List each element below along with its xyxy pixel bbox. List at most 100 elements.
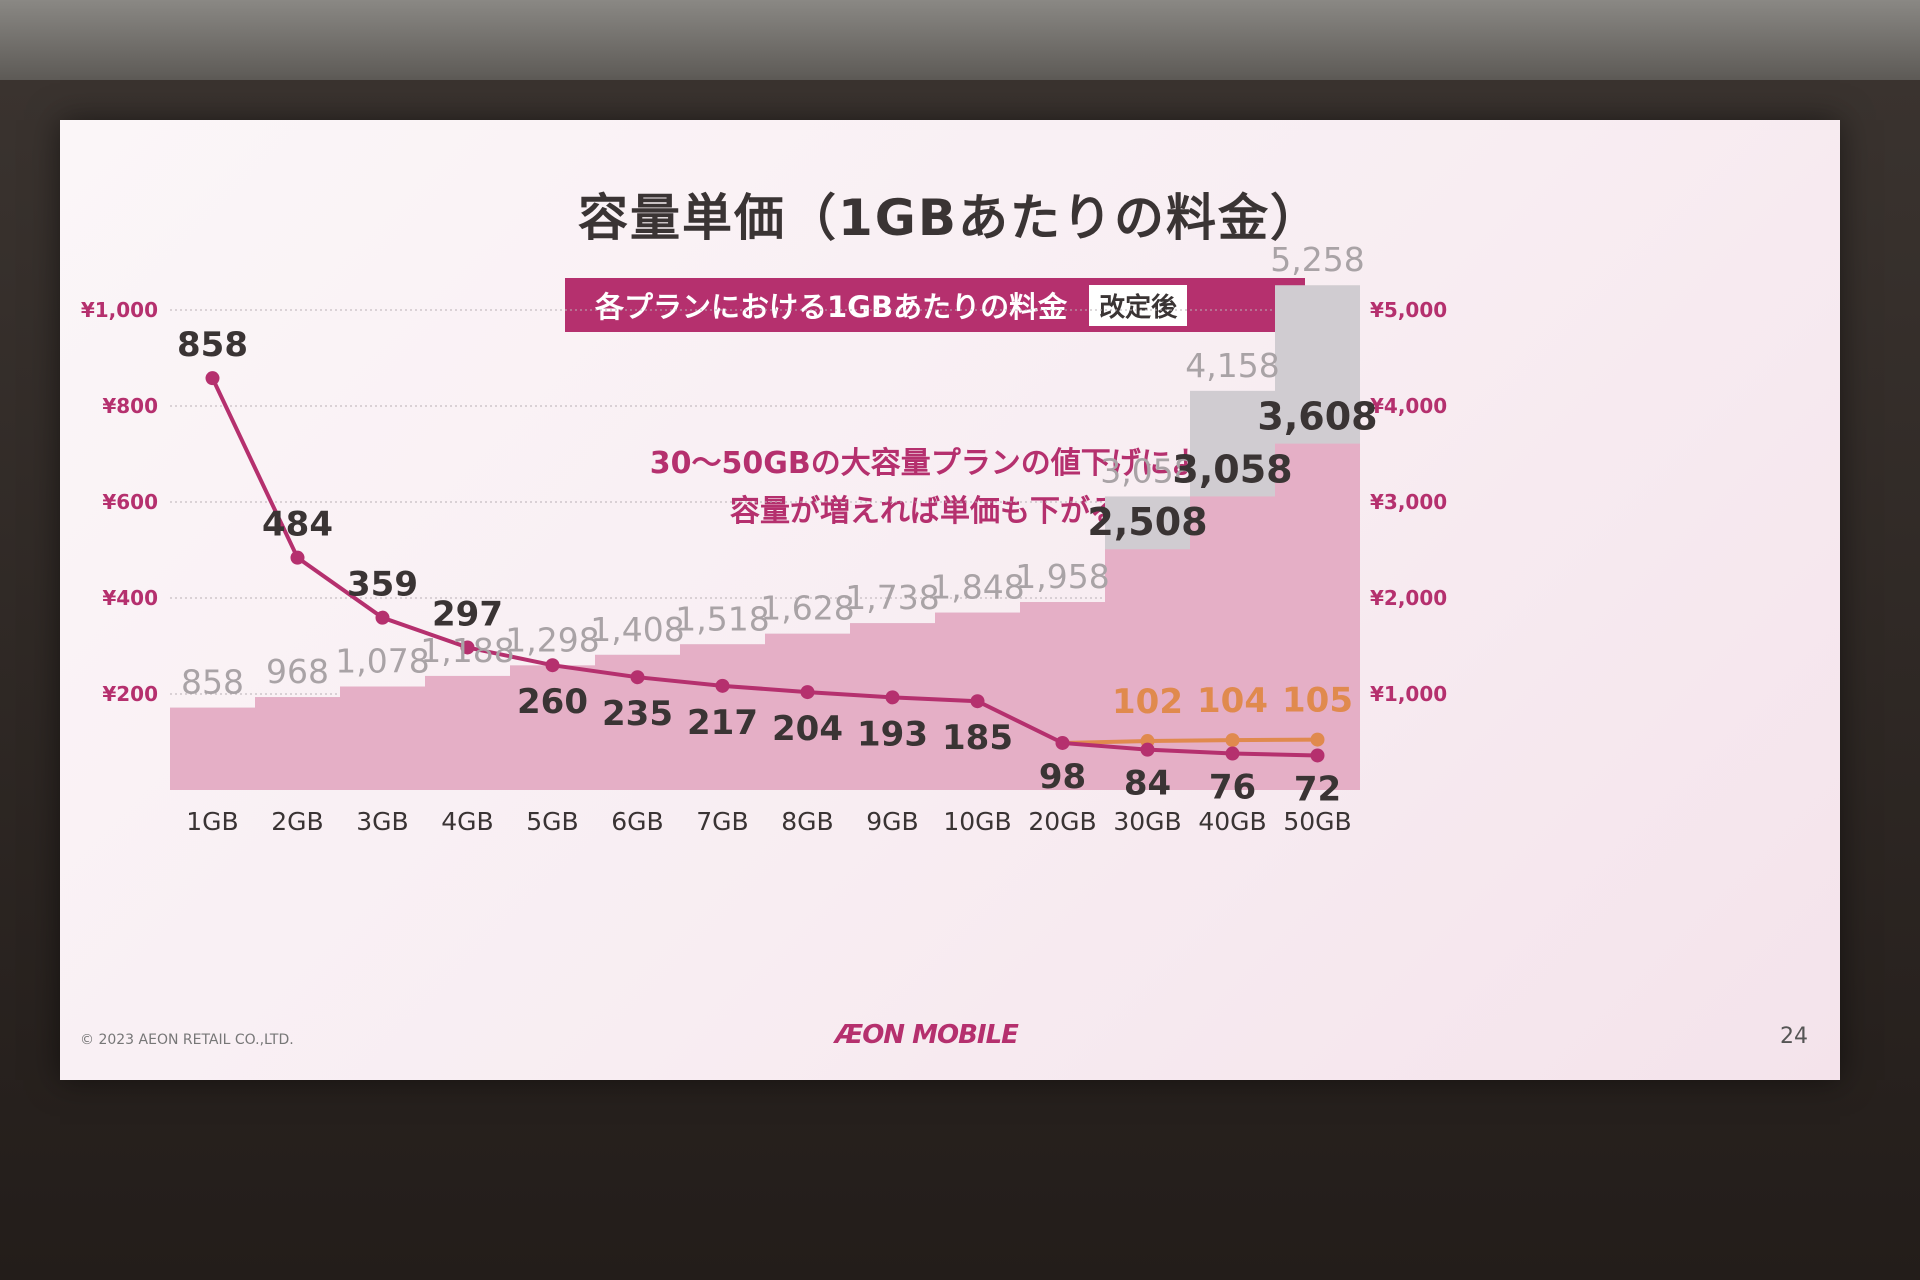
category-label: 20GB: [1028, 807, 1096, 836]
unit-price-label: 72: [1294, 769, 1341, 809]
left-axis-tick: ¥1,000: [81, 298, 158, 322]
unit-price-label: 84: [1124, 764, 1171, 804]
category-label: 9GB: [866, 807, 918, 836]
subtitle-text: 各プランにおける1GBあたりの料金: [595, 290, 1068, 324]
bar-label-before: 1,298: [505, 620, 599, 659]
bar-after: [680, 644, 765, 790]
bar-label-after: 3,608: [1257, 395, 1377, 439]
bar-after: [425, 675, 510, 790]
unit-price-point: [1225, 746, 1240, 761]
axis-layer: ¥200 ¥400 ¥600 ¥800 ¥1,000 ¥1,000 ¥2,000 ¥3,000…: [81, 298, 1447, 836]
bar-after: [1275, 443, 1360, 790]
bar-after: [255, 697, 340, 790]
new-price-label: 102: [1112, 682, 1183, 722]
bar-label-before: 3,058: [1100, 451, 1194, 490]
unit-price-point: [460, 640, 475, 655]
unit-price-line: [210, 377, 1318, 758]
bar-label-before: 1,848: [930, 568, 1024, 607]
new-price-point: [1225, 733, 1240, 748]
slide-title: 容量単価（1GBあたりの料金）: [578, 189, 1322, 247]
bar-label-before: 1,078: [335, 642, 429, 681]
ceiling: [0, 0, 1920, 80]
price-chart: ¥200 ¥400 ¥600 ¥800 ¥1,000 ¥1,000 ¥2,000 ¥3,000…: [81, 240, 1447, 836]
bar-label-before: 858: [181, 663, 244, 702]
category-label: 7GB: [696, 807, 748, 836]
bar-after: [765, 633, 850, 790]
category-label: 10GB: [943, 807, 1011, 836]
unit-price-point: [375, 610, 390, 625]
bar-label-before: 1,188: [420, 631, 514, 670]
subtitle-ribbon: 各プランにおける1GBあたりの料金 改定後: [565, 278, 1305, 332]
page-number: 24: [1780, 1024, 1808, 1049]
lines-layer: [205, 371, 1325, 763]
bar-label-before: 1,408: [590, 610, 684, 649]
unit-price-point: [545, 658, 560, 673]
unit-price-point: [970, 694, 985, 709]
bar-after: [170, 707, 255, 790]
copyright-text: © 2023 AEON RETAIL CO.,LTD.: [80, 1032, 294, 1048]
category-label: 1GB: [186, 807, 238, 836]
right-axis-tick: ¥3,000: [1370, 490, 1447, 514]
bar-after: [340, 686, 425, 790]
presentation-slide: 容量単価（1GBあたりの料金） 各プランにおける1GBあたりの料金 改定後 30…: [60, 120, 1840, 1080]
bar-label-before: 4,158: [1185, 346, 1279, 385]
bar-label-before: 5,258: [1270, 240, 1364, 279]
unit-price-point: [800, 685, 815, 700]
new-price-point: [1310, 732, 1325, 747]
left-axis-tick: ¥400: [102, 586, 158, 610]
right-axis-tick: ¥4,000: [1370, 394, 1447, 418]
unit-price-point: [1140, 742, 1155, 757]
unit-price-point: [630, 670, 645, 685]
new-price-label: 105: [1282, 681, 1353, 721]
note-line-2: 容量が増えれば単価も下がる！: [730, 494, 1150, 529]
unit-price-point: [1055, 735, 1070, 750]
category-label: 3GB: [356, 807, 408, 836]
unit-price-label: 76: [1209, 768, 1256, 808]
bar-label-before: 1,958: [1015, 557, 1109, 596]
category-label: 8GB: [781, 807, 833, 836]
unit-price-label: 235: [602, 694, 673, 734]
bar-label-before: 1,518: [675, 599, 769, 638]
right-axis-tick: ¥2,000: [1370, 586, 1447, 610]
unit-price-label: 193: [857, 714, 928, 754]
left-axis-tick: ¥200: [102, 682, 158, 706]
unit-price-label: 98: [1039, 757, 1086, 797]
unit-price-label: 217: [687, 703, 758, 743]
bar-after: [850, 623, 935, 790]
bar-after: [1020, 602, 1105, 790]
unit-price-label: 297: [432, 594, 503, 634]
bar-label-before: 1,628: [760, 589, 854, 628]
unit-price-point: [205, 371, 220, 386]
bar-label-after: 3,058: [1172, 447, 1292, 491]
revised-tag: 改定後: [1089, 284, 1188, 326]
category-label: 2GB: [271, 807, 323, 836]
unit-price-label: 484: [262, 505, 333, 545]
bar-label-before: 1,738: [845, 578, 939, 617]
unit-price-label: 204: [772, 709, 843, 749]
category-label: 50GB: [1283, 807, 1351, 836]
unit-price-point: [1310, 748, 1325, 763]
bar-label-after: 2,508: [1087, 500, 1207, 544]
category-label: 30GB: [1113, 807, 1181, 836]
labels-layer: 858 968 1,0781,1881,2981,4081,5181,6281,73…: [177, 240, 1378, 809]
unit-price-point: [715, 678, 730, 693]
unit-price-point: [290, 550, 305, 565]
bar-after: [510, 665, 595, 790]
bars-layer: [170, 285, 1360, 790]
right-axis-tick: ¥1,000: [1370, 682, 1447, 706]
category-label: 5GB: [526, 807, 578, 836]
unit-price-label: 858: [177, 325, 248, 365]
category-label: 40GB: [1198, 807, 1266, 836]
unit-price-label: 185: [942, 718, 1013, 758]
new-price-line: [1062, 737, 1318, 745]
note-line-1: 30～50GBの大容量プランの値下げにより: [649, 446, 1231, 481]
new-price-label: 104: [1197, 681, 1268, 721]
unit-price-label: 260: [517, 682, 588, 722]
category-label: 4GB: [441, 807, 493, 836]
category-label: 6GB: [611, 807, 663, 836]
unit-price-point: [885, 690, 900, 705]
bar-label-before: 968: [266, 652, 329, 691]
unit-price-label: 359: [347, 565, 418, 605]
right-axis-tick: ¥5,000: [1370, 298, 1447, 322]
aeon-mobile-logo: ÆON MOBILE: [835, 1020, 1019, 1050]
